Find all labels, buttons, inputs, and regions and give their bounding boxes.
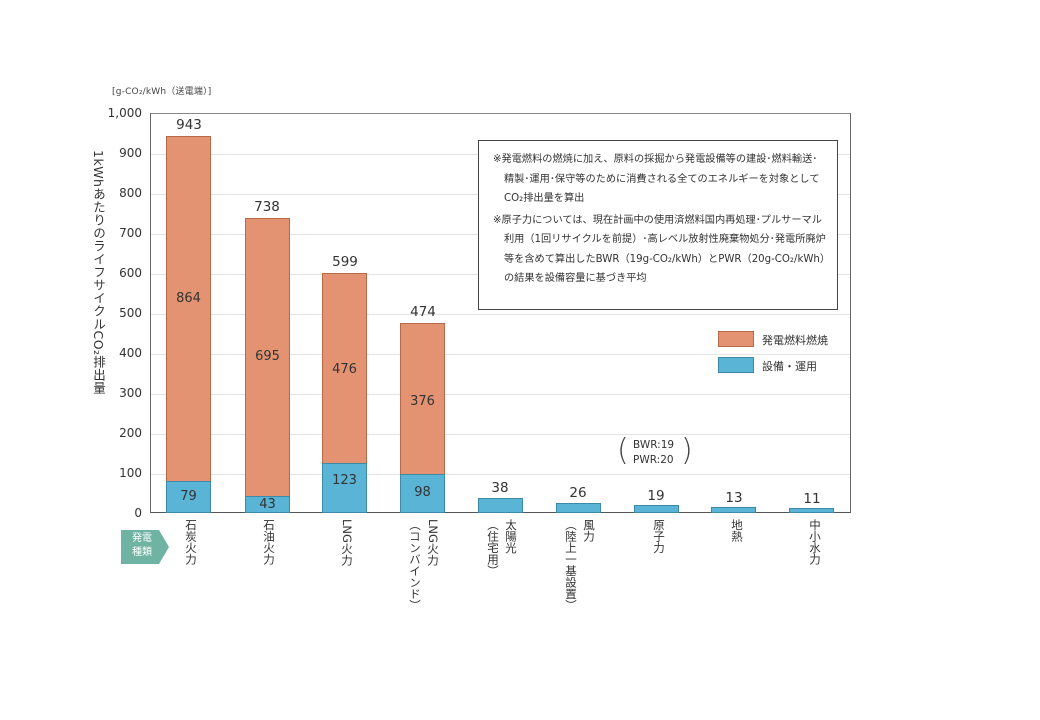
bar-segment-fuel: 864 (166, 136, 211, 482)
x-axis-tag-line1: 発電 (132, 533, 152, 544)
bar-segment-fuel: 376 (400, 323, 445, 475)
bar-segment-ops (556, 503, 601, 513)
bar-segment-ops (478, 498, 523, 513)
gridline (151, 434, 850, 435)
bar-total: 474 (410, 304, 436, 320)
category-label: 石炭火力 (184, 519, 198, 565)
category-label: LNG火力 (340, 519, 354, 566)
bar-segment-ops: 123 (322, 463, 367, 513)
nuclear-annotation: ( BWR:19 PWR:20 ) (617, 433, 697, 469)
y-tick: 1,000 (107, 106, 142, 120)
bar-wind[interactable] (556, 503, 601, 513)
bar-small-hydro[interactable] (789, 508, 834, 513)
y-tick: 200 (119, 426, 142, 440)
bar-total: 38 (491, 480, 509, 496)
paren-open: ( (617, 433, 629, 468)
category-label: 中小水力 (808, 519, 822, 565)
category-label: LNG火力 (426, 519, 440, 566)
bar-segment-fuel: 695 (245, 218, 290, 497)
segment-value: 123 (332, 473, 357, 488)
bar-total: 26 (569, 485, 587, 501)
bar-segment-ops (634, 505, 679, 513)
gridline (151, 394, 850, 395)
y-tick: 500 (119, 306, 142, 320)
bar-lng[interactable]: 476 123 (322, 273, 367, 513)
note-paragraph-1: ※発電燃料の燃焼に加え、原料の採掘から発電設備等の建設･燃料輸送･精製･運用･保… (493, 154, 820, 204)
y-tick: 400 (119, 346, 142, 360)
paren-close: ) (681, 433, 693, 468)
segment-value: 98 (414, 485, 431, 500)
bar-segment-ops: 98 (400, 474, 445, 513)
bar-total: 943 (176, 117, 202, 133)
segment-value: 864 (176, 291, 201, 306)
legend-swatch-fuel (718, 331, 754, 347)
y-tick: 800 (119, 186, 142, 200)
y-tick: 900 (119, 146, 142, 160)
pwr-value: PWR:20 (633, 454, 674, 466)
category-label: 石油火力 (262, 519, 276, 565)
bar-total: 13 (725, 490, 743, 506)
gridline (151, 354, 850, 355)
bar-segment-ops (711, 507, 756, 513)
bar-solar[interactable] (478, 498, 523, 513)
y-tick: 700 (119, 226, 142, 240)
bar-geothermal[interactable] (711, 507, 756, 513)
arrow-tag-icon (121, 530, 169, 564)
bwr-value: BWR:19 (633, 439, 675, 451)
legend-label-ops: 設備・運用 (762, 360, 817, 373)
bar-lng-combined[interactable]: 376 98 (400, 323, 445, 513)
y-tick: 600 (119, 266, 142, 280)
bar-segment-ops: 43 (245, 496, 290, 513)
legend-swatch-ops (718, 357, 754, 373)
bar-segment-ops (789, 508, 834, 513)
category-sublabel: （コンバインド） (408, 519, 422, 611)
y-tick: 0 (134, 506, 142, 520)
gridline (151, 474, 850, 475)
y-tick: 300 (119, 386, 142, 400)
x-axis-tag: 発電 種類 (121, 530, 169, 564)
category-label: 風力 (582, 519, 596, 542)
category-label: 太陽光 (504, 519, 518, 554)
category-label: 地熱 (730, 519, 744, 542)
bar-total: 19 (647, 488, 665, 504)
segment-value: 79 (180, 489, 197, 504)
gridline (151, 314, 850, 315)
bar-nuclear[interactable] (634, 505, 679, 513)
category-sublabel: （陸上一基設置） (564, 519, 578, 611)
bar-total: 599 (332, 254, 358, 270)
y-tick: 100 (119, 466, 142, 480)
y-axis-unit: [g-CO₂/kWh（送電端）] (112, 87, 212, 97)
bar-total: 11 (803, 491, 821, 507)
bar-oil[interactable]: 695 43 (245, 218, 290, 513)
bar-segment-ops: 79 (166, 481, 211, 513)
methodology-note: ※発電燃料の燃焼に加え、原料の採掘から発電設備等の建設･燃料輸送･精製･運用･保… (478, 140, 838, 310)
note-paragraph-2: ※原子力については、現在計画中の使用済燃料国内再処理･プルサーマル利用（1回リサ… (493, 214, 826, 285)
segment-value: 376 (410, 394, 435, 409)
bar-total: 738 (254, 199, 280, 215)
y-axis-title: 1kWhあたりのライフサイクルCO₂排出量 (91, 150, 106, 395)
bar-segment-fuel: 476 (322, 273, 367, 465)
segment-value: 43 (259, 497, 276, 512)
category-sublabel: （住宅用） (486, 519, 500, 577)
legend-label-fuel: 発電燃料燃焼 (762, 334, 828, 347)
segment-value: 476 (332, 362, 357, 377)
segment-value: 695 (255, 349, 280, 364)
x-axis-tag-line2: 種類 (132, 547, 152, 558)
bar-coal[interactable]: 864 79 (166, 136, 211, 513)
category-label: 原子力 (652, 519, 666, 554)
